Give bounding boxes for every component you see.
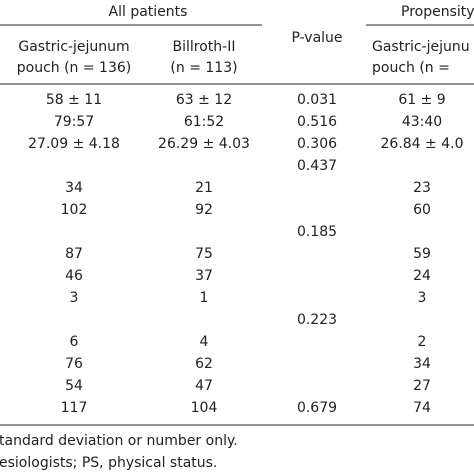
table-cell: 61 ± 9	[398, 92, 445, 108]
table-cell: 92	[195, 202, 213, 218]
table-cell: 0.185	[297, 224, 337, 240]
table-cell: 117	[61, 400, 88, 416]
column-header: Gastric-jejunum	[18, 39, 129, 55]
table-cell: 37	[195, 268, 213, 284]
column-header: pouch (n = 136)	[17, 60, 132, 76]
table-cell: 0.437	[297, 158, 337, 174]
table-cell: 24	[413, 268, 431, 284]
table-cell: 27	[413, 378, 431, 394]
table-cell: 46	[65, 268, 83, 284]
table-cell: 21	[195, 180, 213, 196]
table-cell: 4	[200, 334, 209, 350]
table-cell: 76	[65, 356, 83, 372]
column-header: Gastric-jejunu	[372, 39, 470, 55]
table-cell: 104	[191, 400, 218, 416]
table-cell: 1	[200, 290, 209, 306]
table-cell: 79:57	[54, 114, 94, 130]
table-cell: 54	[65, 378, 83, 394]
column-header: (n = 113)	[170, 60, 237, 76]
table-cell: 3	[418, 290, 427, 306]
table-cell: 0.223	[297, 312, 337, 328]
table-cell: 102	[61, 202, 88, 218]
table-cell: 74	[413, 400, 431, 416]
table-cell: 63 ± 12	[176, 92, 232, 108]
table-cell: 3	[70, 290, 79, 306]
table-cell: 87	[65, 246, 83, 262]
table-cell: 34	[413, 356, 431, 372]
table-cell: 47	[195, 378, 213, 394]
table-cell: 27.09 ± 4.18	[28, 136, 120, 152]
footnote: tandard deviation or number only.	[0, 433, 238, 449]
table-cell: 26.29 ± 4.03	[158, 136, 250, 152]
table-cell: 62	[195, 356, 213, 372]
table-cell: 6	[70, 334, 79, 350]
column-header: P-value	[291, 30, 342, 46]
table-cell: 58 ± 11	[46, 92, 102, 108]
table-cell: 26.84 ± 4.0	[381, 136, 464, 152]
table-cell: 34	[65, 180, 83, 196]
table-cell: 60	[413, 202, 431, 218]
column-header: Billroth-II	[173, 39, 236, 55]
table-cell: 0.031	[297, 92, 337, 108]
table-cell: 75	[195, 246, 213, 262]
column-header: pouch (n =	[372, 60, 450, 76]
table-cell: 0.679	[297, 400, 337, 416]
group-label: Propensity	[401, 4, 474, 20]
table-cell: 23	[413, 180, 431, 196]
table-cell: 0.306	[297, 136, 337, 152]
table-cell: 0.516	[297, 114, 337, 130]
table-cell: 59	[413, 246, 431, 262]
table-cell: 2	[418, 334, 427, 350]
table-cell: 61:52	[184, 114, 224, 130]
group-label: All patients	[109, 4, 188, 20]
footnote: esiologists; PS, physical status.	[0, 455, 217, 471]
table-cell: 43:40	[402, 114, 442, 130]
